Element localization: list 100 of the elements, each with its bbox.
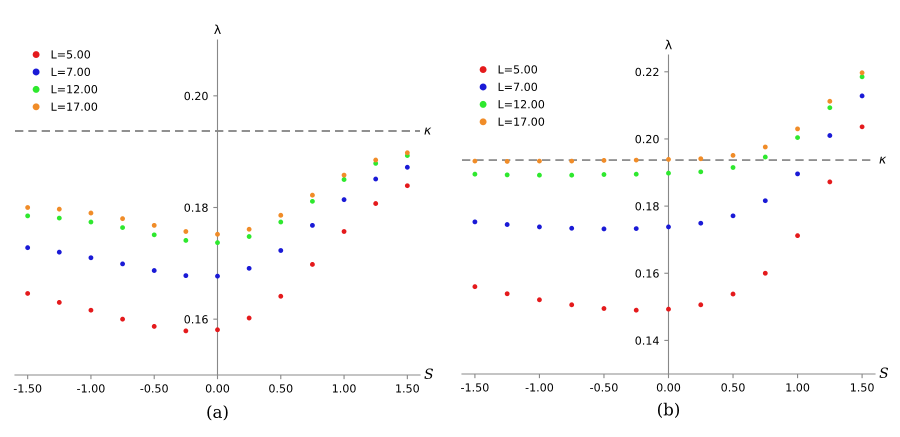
x-tick-label: 1.00: [786, 383, 810, 392]
ref-line-label: κ: [424, 128, 432, 134]
point: [56, 216, 62, 221]
point: [698, 220, 704, 226]
point: [569, 172, 574, 178]
legend-label: L=7.00: [52, 68, 90, 76]
point: [246, 316, 252, 320]
point: [698, 156, 704, 162]
point: [698, 169, 704, 174]
x-tick-label: -1.50: [461, 383, 489, 392]
point: [215, 274, 220, 279]
y-axis-title: λ: [665, 40, 672, 50]
x-tick-label: -1.50: [14, 384, 42, 393]
point: [569, 302, 574, 308]
x-tick-label: -1.00: [77, 384, 105, 393]
y-axis-title: λ: [214, 24, 221, 34]
point: [88, 255, 94, 260]
y-tick-label: 0.20: [635, 134, 659, 144]
legend-label: L=17.00: [498, 117, 544, 126]
point: [152, 222, 157, 228]
point: [602, 158, 606, 163]
point: [537, 158, 542, 164]
point: [215, 327, 220, 332]
point: [56, 250, 62, 255]
point: [152, 268, 157, 273]
point: [183, 273, 188, 278]
point: [120, 225, 125, 230]
point: [504, 291, 510, 296]
point: [795, 126, 800, 132]
point: [342, 172, 346, 178]
point: [860, 94, 864, 98]
point: [246, 266, 252, 271]
point: [404, 150, 410, 156]
point: [569, 226, 574, 231]
y-tick-label: 0.18: [184, 203, 208, 212]
x-tick-label: 1.00: [332, 384, 356, 393]
y-tick-label: 0.14: [635, 336, 659, 345]
point: [795, 233, 800, 238]
y-tick-label: 0.20: [184, 92, 208, 100]
point: [827, 105, 832, 110]
point: [152, 324, 157, 329]
point: [634, 226, 639, 232]
x-tick-label: 1.50: [850, 383, 874, 392]
point: [183, 328, 188, 334]
point: [215, 232, 220, 237]
point: [666, 306, 671, 312]
point: [634, 158, 639, 163]
x-tick-label: 0.00: [206, 384, 230, 393]
point: [373, 158, 378, 162]
point: [504, 222, 510, 227]
point: [762, 154, 768, 160]
point: [310, 262, 315, 267]
point: [537, 172, 542, 178]
point: [860, 70, 864, 76]
point: [602, 306, 606, 311]
point: [698, 302, 704, 308]
point: [88, 308, 94, 313]
point: [120, 316, 125, 322]
legend-label: L=12.00: [52, 85, 98, 94]
point: [827, 180, 832, 184]
point: [537, 224, 542, 230]
point: [472, 158, 478, 164]
point: [25, 213, 30, 218]
point: [860, 124, 864, 130]
point: [120, 216, 125, 222]
point: [278, 212, 284, 218]
text: (b): [658, 402, 680, 418]
legend-label: L=7.00: [498, 82, 538, 92]
point: [472, 284, 478, 290]
point: [278, 220, 284, 224]
point: [56, 300, 62, 305]
point: [634, 172, 639, 177]
point: [762, 144, 768, 150]
point: [795, 171, 800, 176]
point: [373, 176, 378, 182]
ref-line-label: κ: [879, 156, 886, 164]
point: [25, 245, 30, 250]
point: [795, 135, 800, 140]
point: [762, 270, 768, 276]
point: [278, 294, 284, 299]
point: [215, 240, 220, 246]
point: [404, 164, 410, 170]
point: [342, 177, 346, 182]
point: [666, 157, 671, 162]
point: [373, 201, 378, 206]
x-axis-title: S: [424, 368, 433, 380]
point: [278, 248, 284, 253]
point: [472, 219, 478, 224]
x-tick-label: -1.00: [526, 383, 554, 392]
point: [537, 297, 542, 302]
point: [666, 170, 671, 176]
point: [25, 205, 30, 210]
point: [310, 192, 315, 198]
x-axis-title: S: [880, 368, 888, 378]
point: [569, 158, 574, 164]
point: [310, 222, 315, 228]
point: [762, 198, 768, 204]
y-tick-label: 0.22: [635, 68, 658, 76]
point: [730, 152, 736, 158]
point: [183, 238, 188, 243]
